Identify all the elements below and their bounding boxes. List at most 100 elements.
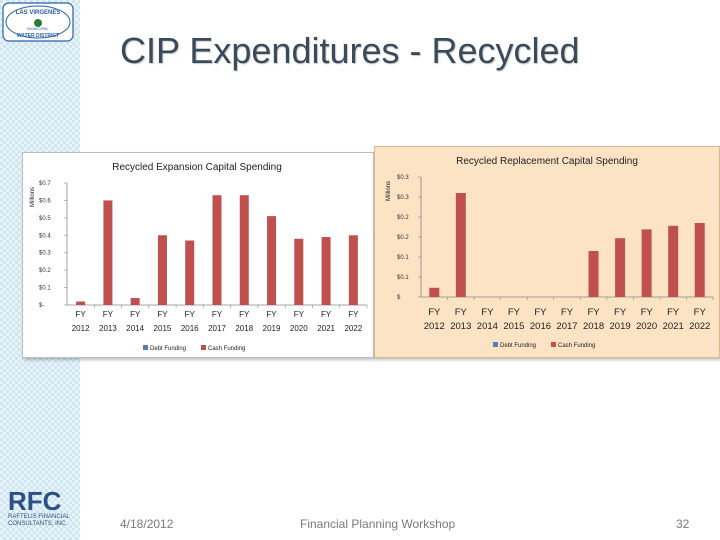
y-tick-label: $0.3 [39,251,51,257]
x-tick-label-top: FY [212,310,223,319]
x-tick-label-top: FY [614,307,627,318]
x-tick-label-top: FY [641,307,654,318]
y-tick-label: $- [39,303,44,309]
legend-label-cash: Cash Funding [558,343,595,349]
legend-swatch-debt [143,345,148,350]
x-tick-label-year: 2015 [154,324,172,333]
bar-cash-funding [130,298,140,305]
x-tick-label-year: 2020 [290,324,308,333]
y-tick-label: $0.1 [397,255,409,261]
x-tick-label-top: FY [694,307,707,318]
x-tick-label-top: FY [321,310,332,319]
y-tick-label: $0.5 [39,216,51,222]
bar-cash-funding [429,287,440,297]
svg-text:MUNICIPAL: MUNICIPAL [27,26,49,31]
y-tick-label: $0.2 [397,235,409,241]
y-tick-label: $0.1 [39,286,51,292]
y-tick-label: $0.7 [39,181,51,187]
x-tick-label-year: 2021 [663,321,684,332]
footer-title: Financial Planning Workshop [300,517,456,531]
y-tick-label: $0.6 [39,198,51,204]
x-tick-label-year: 2013 [99,324,117,333]
expansion-chart-panel: Recycled Expansion Capital Spending Milli… [22,152,374,358]
footer-date: 4/18/2012 [120,517,174,531]
x-tick-label-year: 2018 [583,321,604,332]
rfc-logo: RFC RAFTELIS FINANCIAL CONSULTANTS, INC. [8,486,70,527]
bar-cash-funding [694,223,705,297]
y-tick-label: $0.3 [397,175,409,181]
chart-title: Recycled Replacement Capital Spending [456,156,638,167]
x-tick-label-year: 2020 [636,321,657,332]
x-tick-label-year: 2016 [530,321,551,332]
y-axis-label: Millions [386,181,392,201]
replacement-chart: Recycled Replacement Capital Spending Mil… [386,156,714,349]
chart-title: Recycled Expansion Capital Spending [112,162,282,173]
svg-text:WATER DISTRICT: WATER DISTRICT [17,33,59,39]
x-tick-label-top: FY [239,310,250,319]
x-tick-label-year: 2019 [610,321,631,332]
bar-cash-funding [641,229,652,297]
y-tick-label: $0.3 [397,195,409,201]
x-tick-label-top: FY [157,310,168,319]
x-tick-label-year: 2013 [450,321,471,332]
svg-text:LAS VIRGENES: LAS VIRGENES [16,10,61,16]
bar-cash-funding [348,235,358,305]
bar-cash-funding [103,200,113,305]
legend-label-debt: Debt Funding [500,343,536,349]
bar-cash-funding [157,235,167,305]
x-tick-label-top: FY [428,307,441,318]
legend-swatch-cash [201,345,206,350]
x-tick-label-year: 2016 [181,324,199,333]
x-tick-label-top: FY [561,307,574,318]
bar-cash-funding [267,216,277,305]
y-tick-label: $0.4 [39,233,51,239]
x-tick-label-top: FY [130,310,141,319]
legend-label-debt: Debt Funding [150,346,186,352]
x-tick-label-year: 2017 [556,321,577,332]
bar-cash-funding [76,301,86,305]
x-tick-label-year: 2014 [477,321,498,332]
bar-cash-funding [615,238,626,297]
x-tick-label-year: 2012 [424,321,445,332]
y-tick-label: $ [397,295,401,301]
x-tick-label-year: 2017 [208,324,226,333]
y-tick-label: $0.2 [397,215,409,221]
x-tick-label-year: 2012 [72,324,90,333]
chart-legend: Debt Funding Cash Funding [493,342,595,349]
legend-swatch-cash [551,342,556,347]
district-logo: LAS VIRGENES MUNICIPAL WATER DISTRICT [2,2,74,42]
x-tick-label-year: 2014 [126,324,144,333]
bar-cash-funding [294,238,304,305]
x-tick-label-year: 2021 [317,324,335,333]
x-tick-label-top: FY [481,307,494,318]
y-tick-label: $0.2 [39,268,51,274]
x-tick-label-top: FY [76,310,87,319]
x-tick-label-year: 2018 [235,324,253,333]
page-title: CIP Expenditures - Recycled [120,30,580,71]
legend-label-cash: Cash Funding [208,346,245,352]
expansion-chart: Recycled Expansion Capital Spending Milli… [30,162,368,352]
y-tick-label: $0.1 [397,275,409,281]
legend-swatch-debt [493,342,498,347]
x-tick-label-top: FY [348,310,359,319]
replacement-chart-panel: Recycled Replacement Capital Spending Mil… [374,146,720,358]
x-tick-label-top: FY [587,307,600,318]
svg-text:CONSULTANTS, INC.: CONSULTANTS, INC. [8,521,67,527]
bar-cash-funding [239,195,249,305]
bar-cash-funding [455,193,466,297]
x-tick-label-top: FY [294,310,305,319]
x-tick-label-year: 2019 [263,324,281,333]
bar-cash-funding [185,240,195,305]
x-tick-label-top: FY [185,310,196,319]
x-tick-label-top: FY [508,307,521,318]
page-number: 32 [676,517,690,531]
x-tick-label-top: FY [667,307,680,318]
x-tick-label-year: 2015 [503,321,524,332]
svg-text:RAFTELIS FINANCIAL: RAFTELIS FINANCIAL [8,514,70,520]
bar-cash-funding [212,195,222,305]
bar-cash-funding [588,251,599,297]
x-tick-label-top: FY [266,310,277,319]
x-tick-label-year: 2022 [344,324,362,333]
chart-legend: Debt Funding Cash Funding [143,345,245,352]
bar-cash-funding [668,225,679,297]
